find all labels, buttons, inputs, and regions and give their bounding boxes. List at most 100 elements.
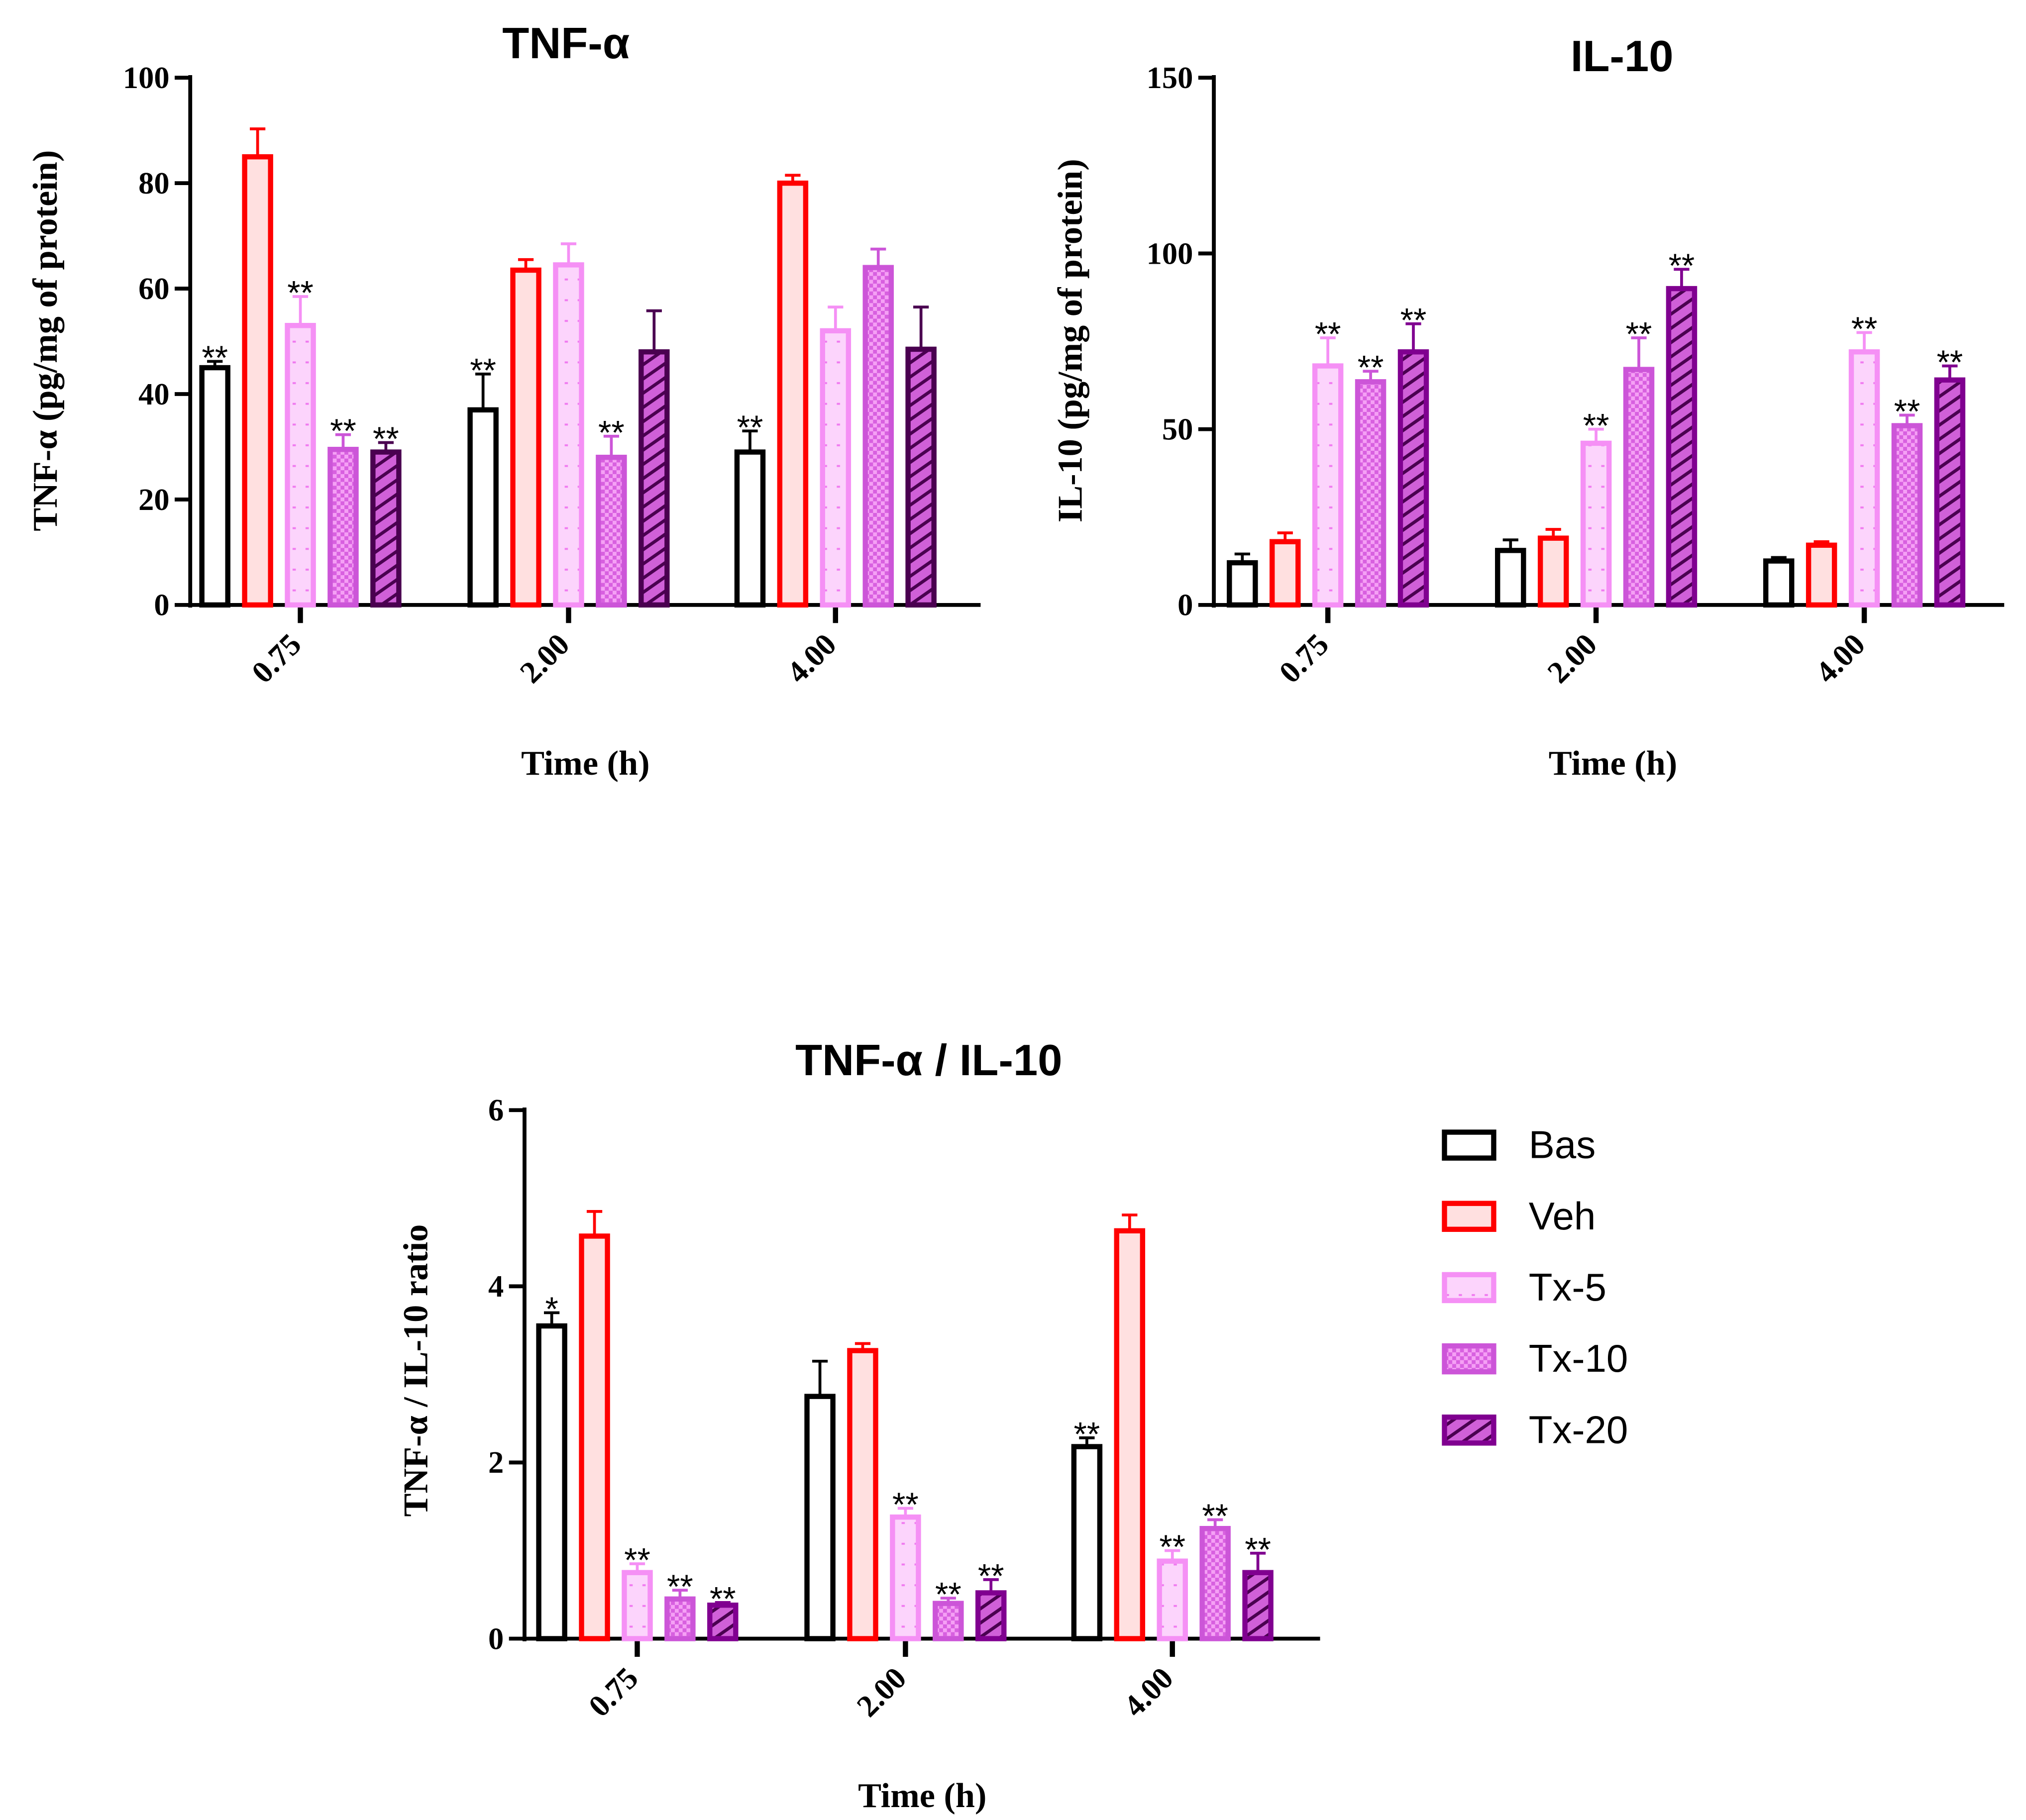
y-tick-label: 150 — [1147, 60, 1193, 95]
x-tick-label: 2.00 — [850, 1660, 913, 1723]
significance-label: ** — [598, 414, 625, 451]
significance-label: ** — [710, 1581, 736, 1618]
x-tick-label: 2.00 — [1540, 627, 1603, 690]
x-axis-label: Time (h) — [521, 744, 649, 783]
bar-tx-5-4.00 — [1157, 1558, 1188, 1641]
legend-label: Tx-20 — [1529, 1408, 1628, 1451]
bar-bas-0.75 — [536, 1323, 567, 1641]
bar-tx-5-0.75 — [1312, 363, 1344, 608]
bar-veh-2.00 — [510, 267, 541, 608]
y-tick-label: 0 — [1177, 588, 1193, 622]
bar-tx-20-0.75 — [1397, 349, 1429, 608]
legend: Bas Veh Tx-5 Tx-10 Tx-20 — [1442, 1123, 1628, 1451]
significance-label: ** — [287, 275, 314, 312]
x-axis-label: Time (h) — [858, 1776, 986, 1815]
significance-label: ** — [1937, 344, 1963, 381]
bar-bas-2.00 — [804, 1394, 836, 1641]
bar-tx-10-4.00 — [862, 265, 894, 608]
y-tick-label: 100 — [1147, 236, 1193, 271]
significance-label: ** — [1159, 1528, 1185, 1566]
bar-tx-20-2.00 — [975, 1590, 1007, 1641]
bar-tx-20-0.75 — [370, 449, 402, 608]
x-tick-label: 0.75 — [1272, 627, 1335, 690]
legend-swatch — [1442, 1415, 1496, 1446]
bar-veh-0.75 — [1270, 539, 1301, 608]
bar-tx-5-0.75 — [622, 1570, 653, 1641]
significance-label: ** — [1315, 316, 1341, 353]
significance-label: ** — [1626, 316, 1652, 353]
bar-bas-2.00 — [467, 407, 499, 608]
bar-tx-5-4.00 — [820, 328, 852, 608]
significance-label: ** — [935, 1576, 961, 1614]
y-tick-label: 80 — [138, 166, 169, 201]
bar-tx-10-2.00 — [596, 454, 627, 608]
bar-bas-4.00 — [1071, 1444, 1103, 1641]
y-axis-label: IL-10 (pg/mg of protein) — [1051, 159, 1089, 522]
y-axis-label: TNF-α (pg/mg of protein) — [26, 150, 65, 531]
bar-tx-5-2.00 — [890, 1514, 921, 1641]
bar-tx-5-2.00 — [1580, 440, 1612, 608]
bar-tx-10-4.00 — [1199, 1525, 1231, 1641]
bar-veh-4.00 — [777, 180, 809, 608]
chart-3: TNF-α / IL-10 TNF-α / IL-10 ratio Time (h)… — [397, 1035, 1320, 1815]
y-tick-label: 40 — [138, 377, 169, 411]
y-tick-label: 0 — [154, 588, 169, 622]
y-tick-label: 4 — [488, 1269, 504, 1304]
bar-bas-0.75 — [199, 365, 230, 608]
legend-swatch — [1442, 1343, 1496, 1375]
bar-tx-10-2.00 — [1623, 367, 1655, 608]
significance-label: ** — [1358, 349, 1384, 387]
x-tick-label: 0.75 — [582, 1660, 645, 1723]
bar-tx-20-2.00 — [1666, 286, 1698, 608]
significance-label: ** — [1074, 1416, 1100, 1453]
legend-item-veh: Veh — [1442, 1194, 1596, 1238]
bar-tx-10-0.75 — [664, 1596, 696, 1641]
significance-label: ** — [737, 409, 763, 446]
chart-title: IL-10 — [1571, 31, 1674, 81]
x-tick-label: 4.00 — [1117, 1660, 1180, 1723]
bar-veh-4.00 — [1806, 542, 1837, 608]
significance-label: * — [545, 1291, 558, 1328]
legend-swatch — [1442, 1272, 1496, 1304]
x-tick-label: 2.00 — [513, 627, 576, 690]
legend-swatch — [1442, 1129, 1496, 1161]
bar-tx-20-4.00 — [905, 346, 937, 608]
bar-bas-0.75 — [1227, 560, 1258, 608]
y-axis-label: TNF-α / IL-10 ratio — [397, 1224, 435, 1517]
bar-tx-5-2.00 — [553, 262, 584, 608]
significance-label: ** — [202, 339, 228, 377]
significance-label: ** — [1245, 1531, 1271, 1568]
bar-tx-5-0.75 — [285, 323, 316, 608]
chart-title: TNF-α / IL-10 — [795, 1035, 1062, 1085]
significance-label: ** — [1894, 393, 1920, 430]
y-tick-label: 0 — [488, 1621, 504, 1656]
x-tick-label: 4.00 — [1809, 627, 1872, 690]
y-tick-label: 20 — [138, 482, 169, 517]
bar-tx-20-0.75 — [707, 1603, 739, 1641]
chart-2: IL-10 IL-10 (pg/mg of protein) Time (h) 0 50… — [1051, 31, 2005, 783]
chart-1: TNF-α TNF-α (pg/mg of protein) Time (h) 0 20… — [26, 18, 981, 783]
significance-label: ** — [1851, 310, 1878, 348]
y-tick-label: 6 — [488, 1093, 504, 1127]
legend-label: Tx-10 — [1529, 1336, 1628, 1380]
legend-item-tx-20: Tx-20 — [1442, 1408, 1628, 1451]
bar-tx-10-2.00 — [933, 1601, 964, 1641]
significance-label: ** — [1669, 247, 1695, 285]
significance-label: ** — [1400, 302, 1427, 339]
significance-label: ** — [624, 1542, 650, 1579]
bar-veh-2.00 — [847, 1348, 878, 1641]
legend-item-bas: Bas — [1442, 1123, 1596, 1167]
bar-veh-0.75 — [579, 1233, 610, 1641]
bar-tx-20-4.00 — [1934, 377, 1966, 608]
bar-bas-2.00 — [1495, 548, 1526, 608]
x-axis-label: Time (h) — [1549, 744, 1677, 783]
bar-tx-5-4.00 — [1848, 349, 1880, 608]
y-tick-label: 50 — [1162, 411, 1193, 446]
significance-label: ** — [978, 1558, 1004, 1595]
legend-label: Veh — [1529, 1194, 1596, 1238]
significance-label: ** — [667, 1568, 693, 1606]
significance-label: ** — [373, 420, 399, 458]
y-tick-label: 2 — [488, 1445, 504, 1480]
significance-label: ** — [1202, 1498, 1228, 1535]
